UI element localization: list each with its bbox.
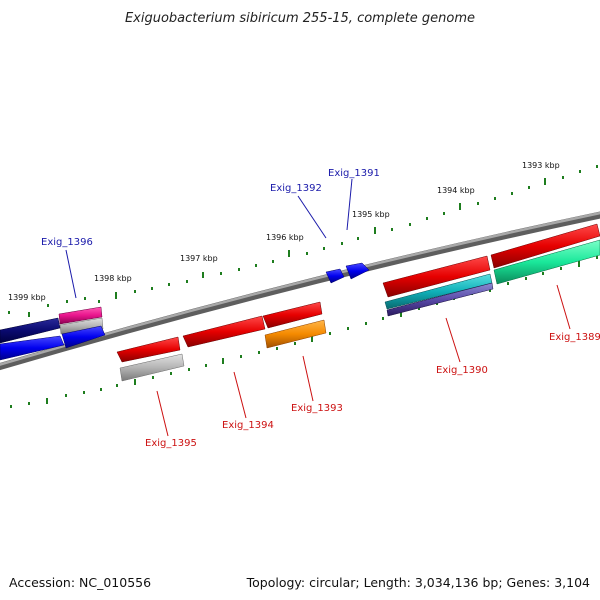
kbp-label-1399: 1399 kbp [8,293,46,302]
kbp-label-1396: 1396 kbp [266,233,304,242]
gene-exig-1395[interactable] [116,336,185,382]
gene-exig-1397[interactable] [0,317,65,361]
gene-exig-1393[interactable] [262,301,327,349]
gene-labels: Exig_1396 Exig_1392 Exig_1391 Exig_1395 … [41,168,600,449]
gene-label-exig-1394[interactable]: Exig_1394 [222,420,274,431]
gene-exig-1391[interactable] [345,262,370,280]
kbp-label-1395: 1395 kbp [352,210,390,219]
gene-exig-1394[interactable] [182,315,266,348]
gene-label-exig-1393[interactable]: Exig_1393 [291,403,343,414]
page-title: Exiguobacterium sibiricum 255-15, comple… [125,11,475,26]
gene-label-exig-1390[interactable]: Exig_1390 [436,365,488,376]
gene-label-exig-1389[interactable]: Exig_1389 [549,332,600,343]
gene-label-exig-1391[interactable]: Exig_1391 [328,168,380,179]
kbp-scale: 1399 kbp 1398 kbp 1397 kbp 1396 kbp 1395… [8,161,560,302]
outer-tick-ring [8,165,598,317]
gene-exig-1389[interactable] [490,223,600,285]
gene-exig-1390[interactable] [382,255,494,317]
gene-label-exig-1395[interactable]: Exig_1395 [145,438,197,449]
kbp-label-1393: 1393 kbp [522,161,560,170]
gene-label-exig-1396[interactable]: Exig_1396 [41,237,93,248]
accession-text: Accession: NC_010556 [9,575,151,590]
leader-lines [65,178,571,437]
kbp-label-1397: 1397 kbp [180,254,218,263]
kbp-label-1398: 1398 kbp [94,274,132,283]
gene-exig-1392[interactable] [325,268,345,284]
reverse-genes [0,223,600,382]
gene-exig-1396b[interactable] [61,325,106,349]
topology-text: Topology: circular; Length: 3,034,136 bp… [246,575,590,590]
gene-label-exig-1392[interactable]: Exig_1392 [270,183,322,194]
kbp-label-1394: 1394 kbp [437,186,475,195]
